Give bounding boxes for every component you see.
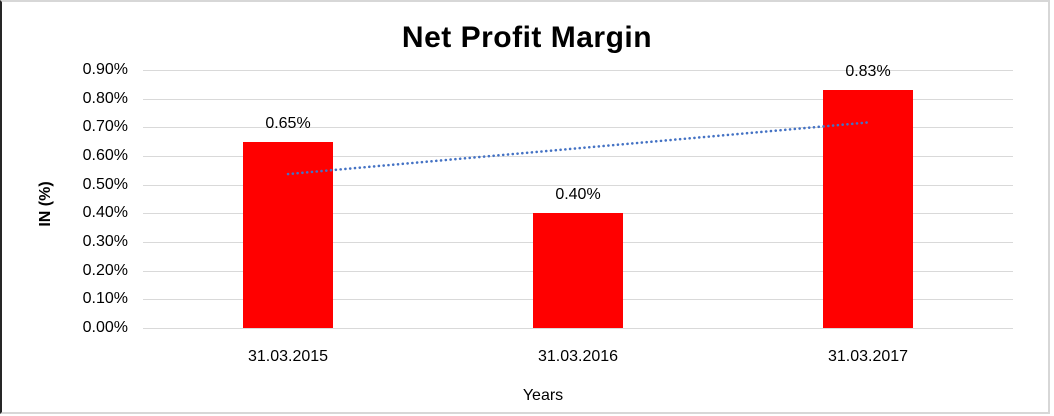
trendline-segment [286, 121, 870, 176]
y-tick-label: 0.60% [82, 147, 128, 164]
y-tick-label: 0.80% [82, 90, 128, 107]
gridline [143, 328, 1013, 329]
gridline [143, 185, 1013, 186]
chart-title: Net Profit Margin [401, 21, 653, 54]
x-axis-title: Years [522, 387, 564, 404]
x-category-label: 31.03.2017 [827, 348, 909, 365]
bar [533, 213, 623, 328]
y-tick-label: 0.40% [82, 204, 128, 221]
gridline [143, 70, 1013, 71]
bar [823, 90, 913, 328]
x-category-label: 31.03.2015 [247, 348, 329, 365]
bar-value-label: 0.65% [265, 115, 311, 132]
y-tick-label: 0.90% [82, 61, 128, 78]
y-tick-label: 0.00% [82, 319, 128, 336]
y-tick-label: 0.30% [82, 233, 128, 250]
y-tick-label: 0.50% [82, 176, 128, 193]
y-tick-label: 0.70% [82, 118, 128, 135]
gridline [143, 99, 1013, 100]
bar-value-label: 0.83% [845, 63, 891, 80]
y-axis-title: IN (%) [37, 181, 54, 227]
y-tick-label: 0.10% [82, 290, 128, 307]
bar [243, 142, 333, 328]
bar-value-label: 0.40% [555, 186, 601, 203]
y-tick-label: 0.20% [82, 262, 128, 279]
x-category-label: 31.03.2016 [537, 348, 619, 365]
